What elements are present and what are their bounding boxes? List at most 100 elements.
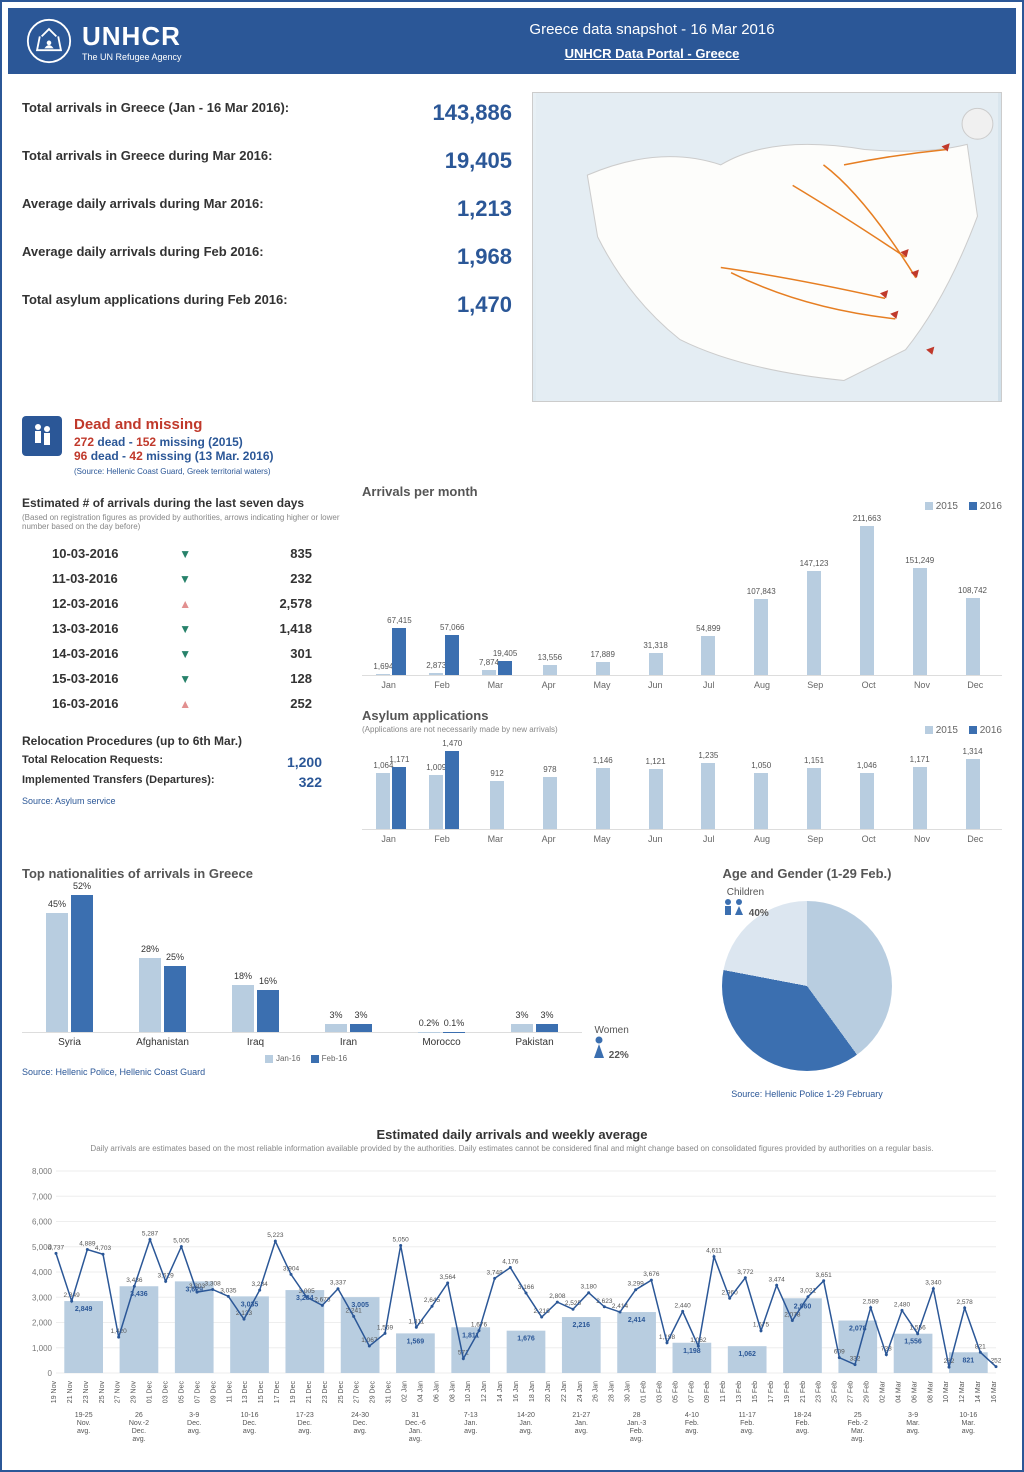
month-label: Mar [469,676,522,690]
svg-text:3,337: 3,337 [330,1280,347,1287]
count: 1,418 [252,621,312,636]
bar-2015: 2,873 [429,673,443,675]
svg-text:30 Jan: 30 Jan [625,1381,632,1402]
svg-text:3,629: 3,629 [158,1272,175,1279]
month-label: Apr [522,830,575,844]
stat-label: Total arrivals in Greece during Mar 2016… [22,148,272,174]
nat-group: 3% 3% [311,1024,386,1032]
svg-text:10-16Dec.avg.: 10-16Dec.avg. [241,1412,259,1435]
bar-group: 1,235 [683,763,734,829]
bar-2016: 19,405 [498,661,512,675]
svg-text:19-25Nov.avg.: 19-25Nov.avg. [75,1412,93,1435]
stat-row: Total arrivals in Greece during Mar 2016… [22,140,512,188]
bar-group: 978 [524,777,575,829]
trend-arrow-icon: ▲ [179,697,191,711]
month-label: Jun [629,830,682,844]
svg-text:01 Dec: 01 Dec [147,1381,154,1404]
page-title: Greece data snapshot - 16 Mar 2016 [306,21,998,38]
svg-text:25 Nov: 25 Nov [99,1381,106,1404]
svg-text:6,000: 6,000 [32,1218,53,1227]
asylum-chart-title: Asylum applications [362,708,1002,723]
nat-source: Source: Hellenic Police, Hellenic Coast … [22,1067,582,1077]
month-label: Aug [735,676,788,690]
country-label: Pakistan [497,1037,572,1048]
nat-bar-jan: 3% [325,1024,347,1032]
svg-text:2,440: 2,440 [675,1302,692,1309]
country-label: Afghanistan [125,1037,200,1048]
svg-text:0: 0 [48,1369,53,1378]
month-label: Dec [949,676,1002,690]
bar-2015: 17,889 [596,662,610,675]
stat-row: Average daily arrivals during Mar 2016: … [22,188,512,236]
svg-text:1,062: 1,062 [738,1351,756,1358]
portal-link[interactable]: UNHCR Data Portal - Greece [306,46,998,61]
bar-2015: 1,151 [807,768,821,829]
month-label: Feb [415,830,468,844]
svg-text:04 Mar: 04 Mar [895,1380,902,1402]
bar-2015: 147,123 [807,571,821,675]
svg-text:4-10Feb.avg.: 4-10Feb.avg. [685,1412,699,1435]
svg-text:07 Dec: 07 Dec [194,1381,201,1404]
seven-day-row: 12-03-2016 ▲ 2,578 [52,591,312,616]
bar-group: 107,843 [736,599,787,675]
month-label: May [575,676,628,690]
svg-text:27 Dec: 27 Dec [354,1381,361,1404]
bar-2015: 1,050 [754,773,768,829]
bar-2015: 54,899 [701,636,715,675]
asylum-legend: 2015 2016 [917,725,1002,736]
svg-text:18 Jan: 18 Jan [529,1381,536,1402]
country-label: Syria [32,1037,107,1048]
svg-text:15 Dec: 15 Dec [258,1381,265,1404]
bar-group: 211,663 [841,526,892,675]
svg-text:02 Mar: 02 Mar [879,1380,886,1402]
month-label: Sep [789,830,842,844]
svg-text:12 Mar: 12 Mar [959,1380,966,1402]
svg-text:29 Dec: 29 Dec [370,1381,377,1404]
nat-bar-feb: 16% [257,990,279,1032]
svg-text:19 Feb: 19 Feb [784,1381,791,1403]
bar-group: 7,87419,405 [472,661,523,675]
svg-text:821: 821 [975,1343,986,1350]
month-label: Apr [522,676,575,690]
bar-group: 151,249 [894,568,945,675]
svg-text:7-13Jan.avg.: 7-13Jan.avg. [464,1412,478,1435]
bar-2015: 1,694 [376,674,390,675]
svg-text:21 Dec: 21 Dec [306,1381,313,1404]
bar-group: 1,314 [947,759,998,829]
nat-bar-feb: 52% [71,895,93,1032]
svg-text:25 Dec: 25 Dec [338,1381,345,1404]
svg-text:1,000: 1,000 [32,1344,53,1353]
svg-text:21 Nov: 21 Nov [67,1381,74,1404]
svg-text:609: 609 [834,1349,845,1356]
org-sub: The UN Refugee Agency [82,52,182,62]
children-icon [722,898,746,916]
bar-2016: 57,066 [445,635,459,675]
bar-2015: 1,046 [860,773,874,829]
weekly-avg-bar [175,1281,214,1373]
nat-bar-jan: 45% [46,913,68,1032]
month-label: Nov [895,830,948,844]
bar-2015: 1,009 [429,775,443,829]
svg-text:22 Jan: 22 Jan [561,1381,568,1402]
org-name: UNHCR [82,21,182,52]
svg-text:2,480: 2,480 [894,1301,911,1308]
svg-text:1,676: 1,676 [517,1336,535,1343]
svg-text:2,589: 2,589 [863,1299,880,1306]
dm-2015: 272 dead - 152 missing (2015) [74,435,274,449]
bar-group: 1,146 [577,768,628,829]
month-label: Jul [682,676,735,690]
svg-text:7,000: 7,000 [32,1192,53,1201]
trend-arrow-icon: ▼ [179,572,191,586]
stat-value: 143,886 [432,100,512,126]
svg-text:11-17Feb.avg.: 11-17Feb.avg. [738,1412,755,1435]
date: 15-03-2016 [52,671,119,686]
trend-arrow-icon: ▼ [179,547,191,561]
header: UNHCR The UN Refugee Agency Greece data … [8,8,1016,74]
nationalities-section: Top nationalities of arrivals in Greece … [22,866,582,1099]
svg-text:01 Feb: 01 Feb [640,1381,647,1403]
svg-text:3-9Mar.avg.: 3-9Mar.avg. [906,1412,920,1435]
nat-group: 3% 3% [497,1024,572,1032]
svg-text:17-23Dec.avg.: 17-23Dec.avg. [296,1412,314,1435]
date: 13-03-2016 [52,621,119,636]
svg-text:08 Jan: 08 Jan [449,1381,456,1402]
